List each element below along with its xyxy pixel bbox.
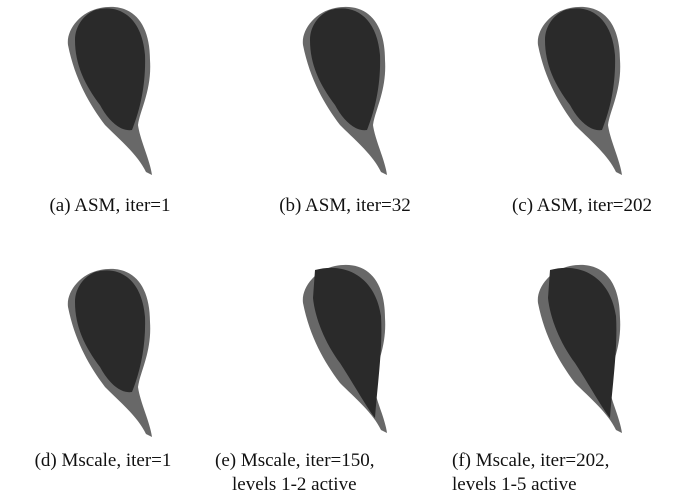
panel-c-shape [538, 7, 622, 175]
panel-a-shape [68, 7, 152, 175]
caption: (d) Mscale, iter=1 [35, 450, 172, 471]
panel-d-shape [68, 269, 152, 437]
panel-b-shape [303, 7, 387, 175]
panel-f-shape [538, 265, 622, 433]
caption: (c) ASM, iter=202 [512, 195, 652, 216]
caption: (e) Mscale, iter=150, [215, 450, 375, 471]
figure: (a) ASM, iter=1 (b) ASM, iter=32 (c) ASM… [0, 0, 696, 496]
caption: (a) ASM, iter=1 [49, 195, 170, 216]
caption: (f) Mscale, iter=202, [452, 450, 609, 471]
caption: (b) ASM, iter=32 [279, 195, 411, 216]
caption: levels 1-2 active [232, 474, 357, 495]
panel-e-shape [303, 265, 387, 433]
caption: levels 1-5 active [452, 474, 577, 495]
